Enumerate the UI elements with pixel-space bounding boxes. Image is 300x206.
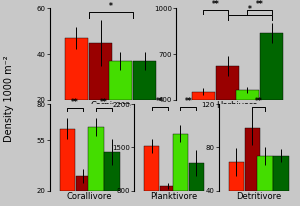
Bar — [133, 61, 157, 100]
Bar — [109, 61, 132, 100]
Bar — [173, 134, 188, 191]
Bar — [76, 176, 91, 191]
Text: **: ** — [156, 97, 164, 106]
Bar — [88, 127, 103, 191]
Bar — [273, 156, 289, 191]
Bar — [59, 129, 75, 191]
Bar — [257, 156, 272, 191]
Text: *: * — [109, 2, 112, 11]
Bar — [160, 186, 175, 191]
Text: Density 1000 m⁻²: Density 1000 m⁻² — [4, 56, 14, 142]
Bar — [191, 91, 215, 100]
Bar — [244, 128, 260, 191]
Bar — [260, 33, 283, 100]
Bar — [236, 90, 259, 100]
Bar — [104, 152, 119, 191]
X-axis label: Corallivore: Corallivore — [67, 192, 112, 201]
Bar — [189, 163, 204, 191]
X-axis label: Planktivore: Planktivore — [150, 192, 198, 201]
X-axis label: Detritivore: Detritivore — [236, 192, 281, 201]
X-axis label: Herbivore: Herbivore — [217, 101, 258, 110]
Text: **: ** — [100, 98, 108, 108]
Text: **: ** — [184, 97, 192, 106]
Text: **: ** — [71, 98, 79, 108]
Bar — [229, 162, 244, 191]
Bar — [144, 146, 159, 191]
Bar — [65, 38, 88, 100]
Text: *: * — [248, 5, 251, 14]
Text: **: ** — [256, 0, 263, 9]
X-axis label: Carnivore: Carnivore — [90, 101, 131, 110]
Text: **: ** — [212, 0, 219, 9]
Bar — [89, 43, 112, 100]
Text: **: ** — [255, 97, 262, 107]
Bar — [216, 66, 239, 100]
